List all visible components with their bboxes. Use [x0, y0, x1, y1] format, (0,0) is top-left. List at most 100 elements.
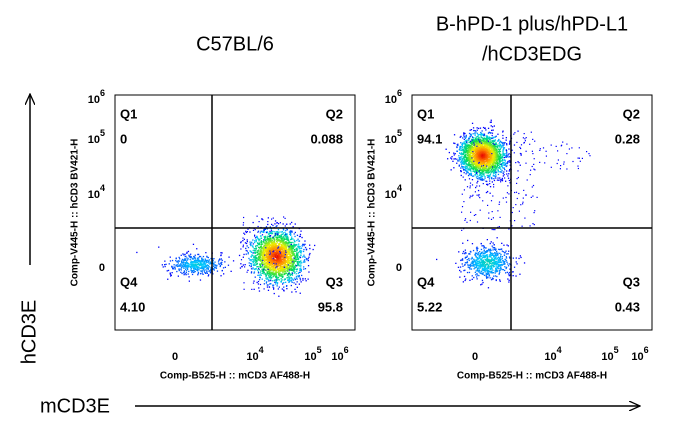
event-dot — [185, 270, 188, 272]
event-dot — [466, 139, 468, 141]
event-dot — [172, 268, 174, 270]
tick-label: 106 — [331, 345, 348, 363]
event-dot — [266, 273, 269, 275]
event-dot — [270, 247, 272, 249]
event-dot — [255, 239, 257, 241]
event-dot — [280, 259, 282, 261]
event-dot — [282, 276, 284, 278]
event-dot — [266, 253, 268, 255]
event-dot — [182, 266, 184, 268]
event-dot — [461, 152, 463, 154]
event-dot — [206, 272, 208, 274]
event-dot — [265, 260, 267, 262]
event-dot — [259, 283, 262, 286]
event-dot — [284, 264, 286, 266]
event-dot — [200, 263, 202, 266]
event-dot — [271, 239, 273, 242]
event-dot — [261, 258, 263, 260]
event-dot — [203, 261, 205, 263]
event-dot — [489, 143, 491, 146]
event-dot — [481, 148, 483, 150]
event-dot — [263, 228, 265, 231]
event-dot — [470, 170, 472, 172]
event-dot — [257, 272, 260, 274]
event-dot — [290, 237, 293, 240]
event-dot — [302, 243, 304, 245]
event-dot — [474, 156, 476, 158]
event-dot — [273, 279, 276, 281]
event-dot — [183, 266, 185, 268]
event-dot — [276, 260, 278, 262]
event-dot — [474, 146, 476, 148]
event-dot — [261, 248, 263, 250]
event-dot — [256, 260, 258, 262]
event-dot — [270, 271, 272, 273]
event-dot — [248, 264, 251, 267]
event-dot — [277, 223, 280, 225]
event-dot — [289, 265, 291, 268]
event-dot — [171, 266, 173, 268]
event-dot — [247, 269, 249, 271]
event-dot — [263, 248, 265, 250]
event-dot — [279, 243, 281, 245]
event-dot — [285, 255, 288, 257]
event-dot — [254, 249, 257, 251]
event-dot — [292, 246, 294, 248]
tick-label: 104 — [88, 183, 105, 201]
event-dot — [193, 261, 195, 263]
event-dot — [499, 166, 501, 168]
event-dot — [276, 238, 278, 240]
event-dot — [274, 283, 277, 285]
event-dot — [460, 170, 462, 172]
event-dot — [479, 167, 481, 169]
event-dot — [268, 241, 270, 243]
event-dot — [287, 236, 289, 238]
event-dot — [271, 260, 273, 262]
event-dot — [258, 279, 261, 281]
event-dot — [260, 237, 262, 239]
event-dot — [166, 270, 168, 272]
event-dot — [272, 251, 274, 253]
event-dot — [259, 247, 261, 249]
event-dot — [298, 256, 301, 258]
event-dot — [498, 179, 500, 181]
event-dot — [474, 134, 476, 136]
event-dot — [269, 276, 271, 279]
event-dot — [487, 167, 489, 169]
event-dot — [486, 162, 488, 164]
event-dot — [193, 260, 195, 263]
event-dot — [258, 243, 261, 246]
event-dot — [476, 161, 479, 163]
event-dot — [504, 163, 507, 165]
event-dot — [275, 280, 277, 282]
event-dot — [478, 164, 480, 167]
event-dot — [481, 168, 483, 170]
event-dot — [496, 161, 499, 164]
event-dot — [486, 149, 489, 151]
event-dot — [299, 250, 301, 252]
event-dot — [197, 273, 199, 275]
event-dot — [212, 259, 214, 261]
event-dot — [274, 273, 277, 275]
event-dot — [194, 268, 196, 270]
event-dot — [483, 172, 485, 174]
event-dot — [275, 259, 277, 261]
event-dot — [292, 278, 294, 280]
event-dot — [275, 240, 278, 243]
event-dot — [251, 245, 254, 247]
event-dot — [267, 251, 269, 253]
event-dot — [213, 269, 215, 271]
event-dot — [293, 262, 295, 264]
event-dot — [278, 273, 280, 275]
event-dot — [467, 154, 470, 156]
event-dot — [282, 258, 284, 261]
event-dot — [198, 255, 201, 258]
event-dot — [493, 171, 496, 173]
event-dot — [181, 266, 183, 268]
event-dot — [498, 167, 500, 169]
event-dot — [286, 277, 288, 279]
event-dot — [260, 251, 262, 253]
event-dot — [272, 243, 274, 245]
event-dot — [266, 236, 268, 238]
event-dot — [277, 254, 279, 256]
